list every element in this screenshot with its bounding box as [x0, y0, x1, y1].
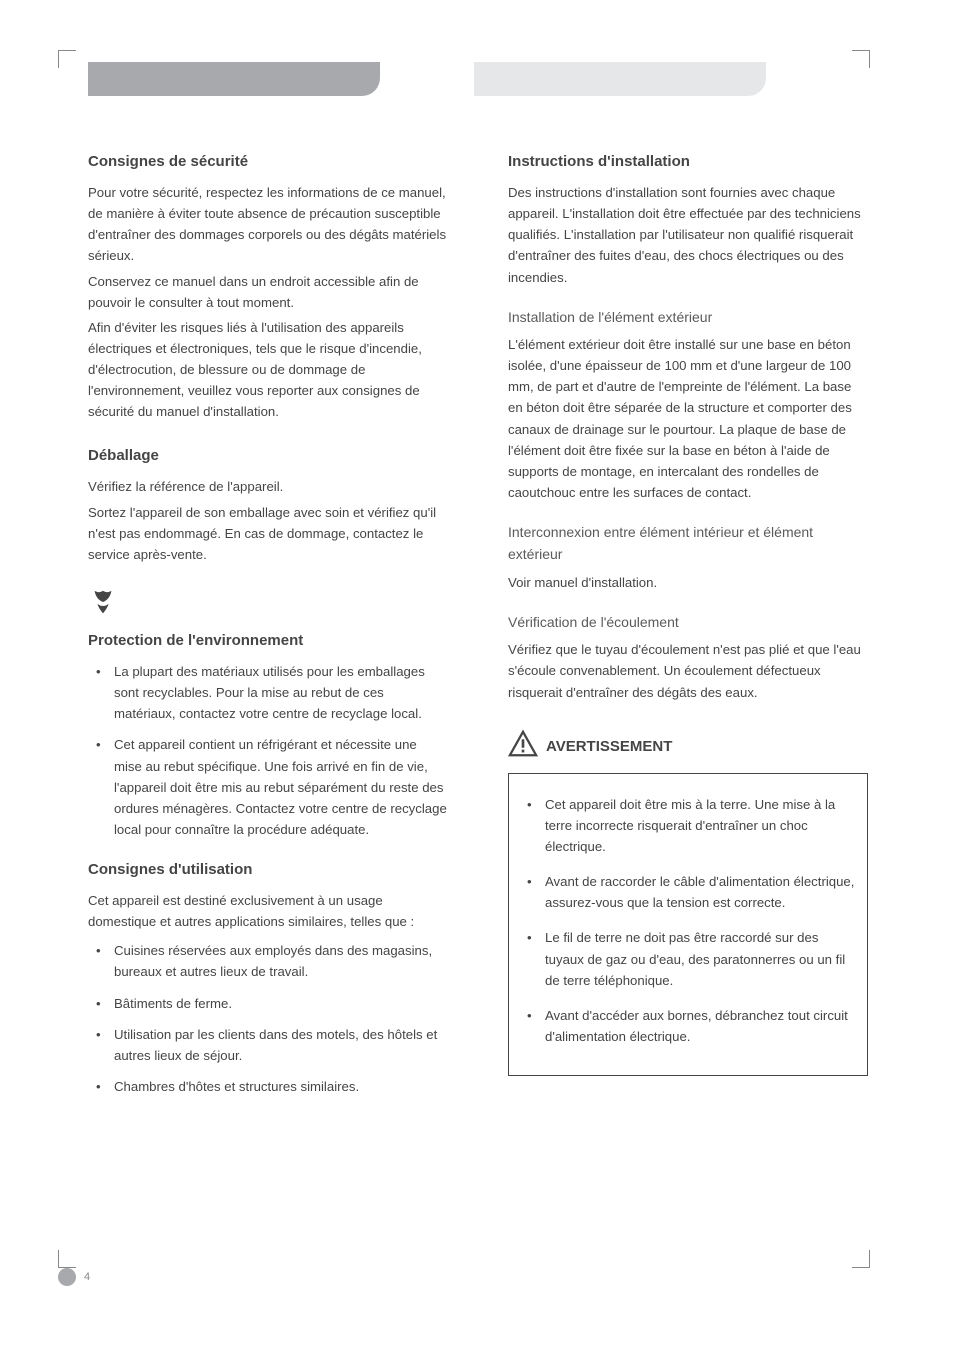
page-content: Consignes de sécurité Pour votre sécurit… [60, 50, 868, 1266]
warning-title: AVERTISSEMENT [546, 735, 672, 759]
outdoor-para: L'élément extérieur doit être installé s… [508, 334, 868, 503]
usage-item-1: Cuisines réservées aux employés dans des… [88, 940, 448, 982]
heading-safety: Consignes de sécurité [88, 150, 448, 174]
header-tabs [88, 62, 868, 96]
unpack-para-1: Vérifiez la référence de l'appareil. [88, 476, 448, 497]
environment-list: La plupart des matériaux utilisés pour l… [88, 661, 448, 840]
warning-item-2: Avant de raccorder le câble d'alimentati… [519, 871, 857, 913]
usage-intro: Cet appareil est destiné exclusivement à… [88, 890, 448, 932]
usage-item-4: Chambres d'hôtes et structures similaire… [88, 1076, 448, 1097]
tab-right [474, 62, 766, 96]
install-intro: Des instructions d'installation sont fou… [508, 182, 868, 288]
heading-environment: Protection de l'environnement [88, 629, 448, 653]
safety-para-2: Conservez ce manuel dans un endroit acce… [88, 271, 448, 313]
warning-item-4: Avant d'accéder aux bornes, débranchez t… [519, 1005, 857, 1047]
body-columns: Consignes de sécurité Pour votre sécurit… [88, 144, 868, 1107]
heading-usage: Consignes d'utilisation [88, 858, 448, 882]
heading-install: Instructions d'installation [508, 150, 868, 174]
drain-para: Vérifiez que le tuyau d'écoulement n'est… [508, 639, 868, 702]
page-number: 4 [84, 1271, 90, 1283]
page-number-region: 4 [58, 1268, 90, 1286]
subheading-outdoor: Installation de l'élément extérieur [508, 306, 868, 328]
subheading-drain: Vérification de l'écoulement [508, 611, 868, 633]
usage-item-2: Bâtiments de ferme. [88, 993, 448, 1014]
usage-list: Cuisines réservées aux employés dans des… [88, 940, 448, 1097]
safety-para-3: Afin d'éviter les risques liés à l'utili… [88, 317, 448, 423]
heading-unpack: Déballage [88, 444, 448, 468]
warning-item-1: Cet appareil doit être mis à la terre. U… [519, 794, 857, 857]
warning-list: Cet appareil doit être mis à la terre. U… [519, 794, 857, 1047]
tab-left [88, 62, 380, 96]
column-right: Instructions d'installation Des instruct… [508, 144, 868, 1107]
env-item-2: Cet appareil contient un réfrigérant et … [88, 734, 448, 840]
warning-box: Cet appareil doit être mis à la terre. U… [508, 773, 868, 1076]
subheading-interconnect: Interconnexion entre élément intérieur e… [508, 521, 868, 566]
column-left: Consignes de sécurité Pour votre sécurit… [88, 144, 448, 1107]
warning-header: AVERTISSEMENT [508, 729, 868, 765]
usage-item-3: Utilisation par les clients dans des mot… [88, 1024, 448, 1066]
safety-para-1: Pour votre sécurité, respectez les infor… [88, 182, 448, 267]
environment-icon [88, 587, 448, 623]
warning-item-3: Le fil de terre ne doit pas être raccord… [519, 927, 857, 990]
env-item-1: La plupart des matériaux utilisés pour l… [88, 661, 448, 724]
page-number-dot [58, 1268, 76, 1286]
warning-icon [508, 729, 538, 765]
interconnect-para: Voir manuel d'installation. [508, 572, 868, 593]
unpack-para-2: Sortez l'appareil de son emballage avec … [88, 502, 448, 565]
